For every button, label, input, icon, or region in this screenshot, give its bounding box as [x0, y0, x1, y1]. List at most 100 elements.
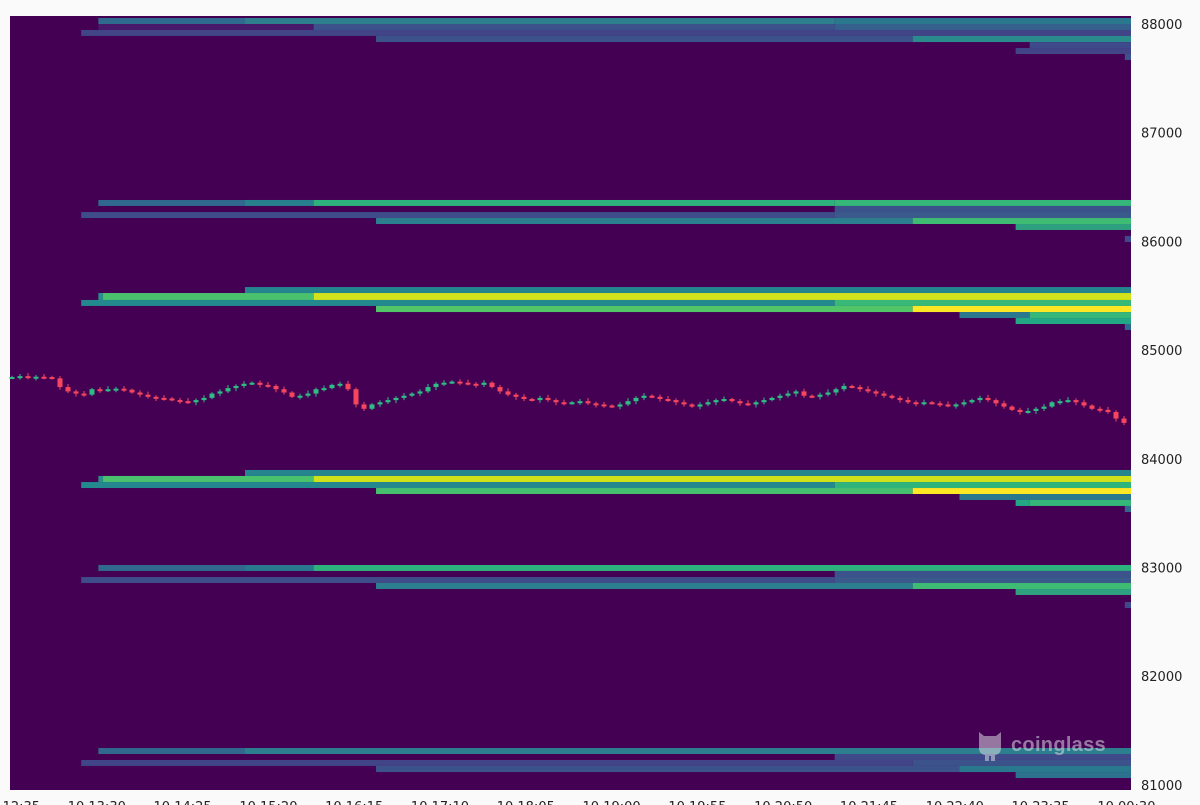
candle — [449, 380, 455, 384]
candle-body — [969, 400, 975, 403]
heat-cell — [81, 482, 835, 489]
heat-cell — [834, 24, 1131, 30]
candle-body — [353, 389, 359, 405]
candle — [561, 399, 567, 406]
candle-body — [105, 389, 111, 392]
candle — [153, 395, 159, 401]
candle — [521, 394, 527, 402]
candle — [881, 390, 887, 398]
candle — [729, 397, 735, 403]
candle — [1113, 410, 1119, 422]
candle-body — [345, 383, 351, 390]
candle-body — [1113, 412, 1119, 419]
candle — [121, 386, 127, 392]
x-tick-label: 10 18:05 — [497, 800, 555, 805]
candle-body — [329, 384, 335, 389]
x-tick-label: 10 19:00 — [583, 800, 641, 805]
heat-cell — [959, 312, 1030, 319]
x-tick-label: 10 19:55 — [668, 800, 726, 805]
heat-cell — [1124, 602, 1131, 609]
x-tick-label: 10 15:20 — [239, 800, 297, 805]
candle — [1121, 415, 1127, 426]
candle-body — [945, 404, 951, 407]
candle-body — [1017, 409, 1023, 413]
candle-body — [33, 376, 39, 379]
candle — [721, 396, 727, 403]
y-tick-label: 83000 — [1141, 561, 1182, 576]
heat-cell — [1015, 589, 1131, 595]
candle — [761, 397, 767, 405]
candle-body — [1081, 402, 1087, 406]
heat-cell — [81, 299, 835, 306]
candle-body — [289, 392, 295, 397]
candle — [657, 394, 663, 402]
heat-cell — [1124, 324, 1131, 330]
candle-body — [417, 391, 423, 394]
candle — [137, 390, 143, 398]
candle-body — [225, 388, 231, 392]
candle — [377, 400, 383, 408]
candle-body — [993, 400, 999, 404]
candle — [529, 397, 535, 402]
heat-cell — [103, 475, 314, 483]
candle-body — [177, 400, 183, 403]
candle-body — [137, 392, 143, 395]
x-tick-label: 10 20:50 — [754, 800, 812, 805]
candle-body — [745, 403, 751, 406]
candle — [33, 374, 39, 381]
candle — [577, 399, 583, 405]
x-tick-label: 10 17:10 — [411, 800, 469, 805]
candle-body — [545, 397, 551, 401]
candle — [737, 399, 743, 406]
candle-body — [1089, 405, 1095, 409]
candle-body — [937, 403, 943, 406]
candle-body — [713, 400, 719, 403]
candle-body — [1049, 402, 1055, 407]
candle-body — [313, 389, 319, 394]
candle — [769, 396, 775, 402]
candle — [841, 383, 847, 392]
candle-body — [769, 397, 775, 401]
y-tick-label: 87000 — [1141, 127, 1182, 142]
candle-body — [825, 392, 831, 395]
heat-cell — [1029, 42, 1131, 49]
candle-body — [129, 389, 135, 393]
y-tick-label: 84000 — [1141, 453, 1182, 468]
candle-body — [1073, 400, 1079, 403]
candle-body — [777, 395, 783, 398]
candle-body — [1105, 409, 1111, 413]
heat-cell — [376, 218, 913, 224]
candle — [945, 401, 951, 408]
candle — [1033, 407, 1039, 414]
candle — [609, 404, 615, 408]
candle — [1017, 407, 1023, 415]
candle-body — [833, 389, 839, 393]
heat-cell — [98, 564, 245, 571]
candle — [505, 388, 511, 397]
candle-body — [761, 400, 767, 403]
heat-cell — [834, 199, 1131, 206]
candle-body — [921, 402, 927, 405]
heat-cell — [376, 488, 913, 494]
candle-body — [377, 402, 383, 405]
heat-cell — [313, 199, 835, 206]
candle — [641, 393, 647, 401]
heat-cell — [834, 212, 1131, 219]
candle — [1065, 397, 1071, 403]
candle — [481, 380, 487, 388]
candle-body — [897, 397, 903, 401]
candle-body — [1009, 406, 1015, 410]
candle — [913, 400, 919, 407]
x-tick-label: 10 23:35 — [1012, 800, 1070, 805]
candle-body — [433, 383, 439, 388]
candle-body — [553, 400, 559, 403]
heat-cell — [1029, 499, 1131, 506]
candle — [953, 402, 959, 409]
heat-cell — [103, 293, 314, 300]
candle-body — [809, 395, 815, 398]
candle-body — [913, 402, 919, 405]
candle — [777, 393, 783, 401]
candle — [1025, 407, 1031, 414]
candle — [889, 394, 895, 400]
